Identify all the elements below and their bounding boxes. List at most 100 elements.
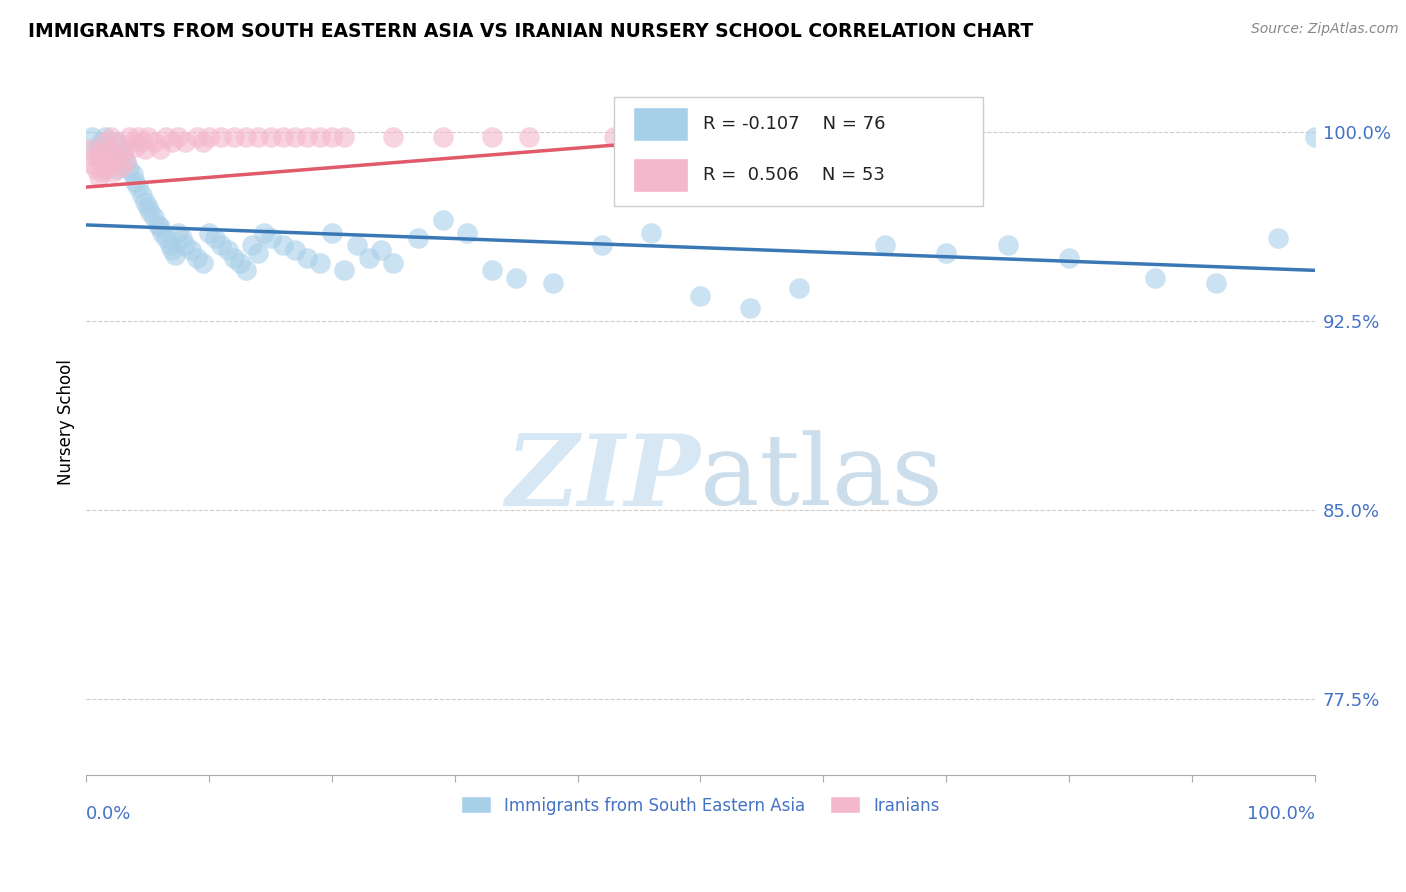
Text: 100.0%: 100.0% [1247,805,1315,823]
Point [155,230,177,244]
Point [103,165,125,179]
Point [118,162,141,177]
Point [235,263,257,277]
Point [1143,271,1166,285]
Y-axis label: Nursery School: Nursery School [58,359,75,484]
Point [640,226,662,240]
Point [84,142,107,156]
Bar [633,158,688,192]
Point [96,160,118,174]
Point [432,129,454,144]
Point [222,129,245,144]
Point [837,129,859,144]
Point [87,145,110,159]
Point [93,135,115,149]
Point [93,150,115,164]
Point [505,271,527,285]
Point [209,238,232,252]
Point [159,238,181,252]
Point [112,147,135,161]
Point [110,142,132,156]
Point [124,175,146,189]
Point [481,129,503,144]
Point [357,251,380,265]
Point [167,129,190,144]
Point [247,129,270,144]
Point [142,211,165,225]
Point [247,245,270,260]
Point [122,168,145,182]
Point [406,230,429,244]
Text: R = -0.107    N = 76: R = -0.107 N = 76 [703,114,886,133]
Point [162,135,184,149]
Point [222,251,245,265]
Point [541,276,564,290]
Point [118,129,141,144]
Text: R =  0.506    N = 53: R = 0.506 N = 53 [703,166,884,184]
Point [149,220,172,235]
Point [173,238,195,252]
Point [105,150,128,164]
Point [112,145,135,159]
Point [198,226,221,240]
Point [93,129,115,144]
Point [186,129,208,144]
Point [134,195,156,210]
Point [1057,251,1080,265]
Bar [633,107,688,141]
Point [191,256,214,270]
Legend: Immigrants from South Eastern Asia, Iranians: Immigrants from South Eastern Asia, Iran… [456,791,945,820]
Point [103,154,125,169]
Point [1303,129,1326,144]
Point [259,129,281,144]
Point [235,129,257,144]
Point [97,137,120,152]
Point [259,230,281,244]
Point [124,139,146,153]
Point [146,218,169,232]
Point [100,154,122,169]
Point [308,129,330,144]
Point [152,226,174,240]
Point [110,160,132,174]
Point [191,135,214,149]
Point [142,135,165,149]
Point [284,243,307,257]
Point [333,263,356,277]
Point [167,226,190,240]
Point [481,263,503,277]
Point [689,288,711,302]
Point [284,129,307,144]
Point [229,256,252,270]
Point [456,226,478,240]
Point [308,256,330,270]
Point [432,213,454,227]
FancyBboxPatch shape [614,96,983,206]
Point [79,142,101,156]
Point [873,238,896,252]
Point [321,226,343,240]
Point [935,245,957,260]
Point [787,281,810,295]
Text: atlas: atlas [700,430,943,526]
Point [149,142,172,156]
Point [271,238,294,252]
Point [204,230,226,244]
Point [90,154,112,169]
Point [87,150,110,164]
Point [100,150,122,164]
Point [84,162,107,177]
Point [82,157,104,171]
Text: IMMIGRANTS FROM SOUTH EASTERN ASIA VS IRANIAN NURSERY SCHOOL CORRELATION CHART: IMMIGRANTS FROM SOUTH EASTERN ASIA VS IR… [28,22,1033,41]
Point [173,135,195,149]
Point [297,129,319,144]
Point [271,129,294,144]
Point [162,243,184,257]
Point [321,129,343,144]
Text: ZIP: ZIP [506,430,700,526]
Point [122,135,145,149]
Point [217,243,239,257]
Point [1267,230,1289,244]
Point [209,129,232,144]
Point [186,251,208,265]
